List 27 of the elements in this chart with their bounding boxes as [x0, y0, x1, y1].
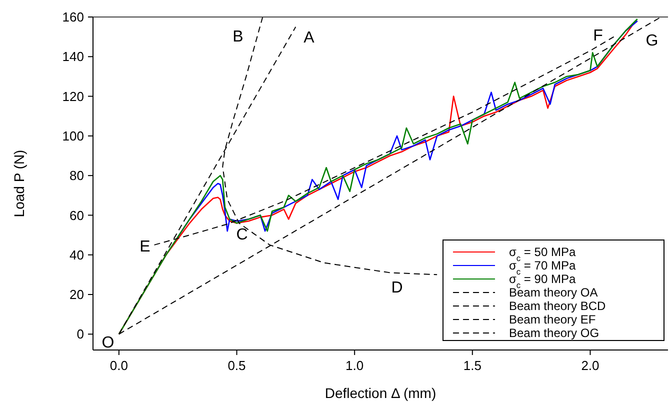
y-tick-label: 0: [76, 326, 84, 342]
x-tick-label: 2.0: [581, 358, 600, 373]
annotation: D: [391, 280, 403, 297]
y-tick-label: 120: [62, 88, 84, 104]
x-axis-title: Deflection Δ (mm): [324, 385, 436, 401]
y-tick-label: 20: [70, 287, 84, 302]
y-tick-label: 60: [70, 208, 84, 223]
legend-label: Beam theory EF: [509, 312, 596, 327]
annotation: C: [236, 226, 248, 244]
x-tick-label: 0.5: [228, 358, 246, 373]
annotation: E: [140, 238, 150, 256]
annotation: G: [646, 32, 658, 50]
y-tick-label: 80: [70, 168, 84, 184]
y-tick-label: 40: [70, 247, 84, 262]
annotation: O: [102, 334, 114, 352]
y-axis-title: Load P (N): [11, 150, 27, 218]
y-tick-label: 160: [62, 10, 84, 25]
x-tick-label: 0.0: [110, 358, 128, 373]
annotation: A: [304, 30, 315, 47]
annotation: B: [232, 28, 244, 46]
y-tick-label: 100: [62, 128, 84, 144]
annotation: F: [593, 28, 604, 45]
legend-label: Beam theory BCD: [509, 299, 606, 314]
x-tick-label: 1.0: [346, 358, 364, 373]
x-tick-label: 1.5: [463, 358, 482, 373]
legend-label: Beam theory OG: [509, 326, 600, 340]
y-tick-label: 140: [62, 49, 84, 64]
